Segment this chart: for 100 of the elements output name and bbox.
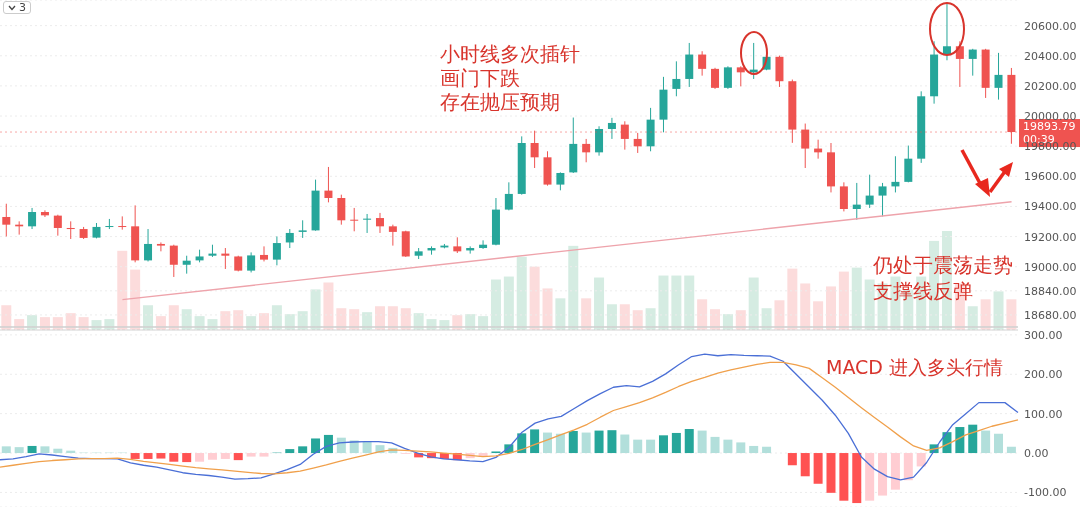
candlestick bbox=[530, 130, 539, 169]
annotation: 支撑线反弹 bbox=[873, 279, 973, 303]
y-tick-label: 19000.00 bbox=[1024, 260, 1077, 274]
candlestick bbox=[169, 244, 178, 278]
annotation: 小时线多次插针 bbox=[440, 42, 580, 66]
candlestick bbox=[620, 120, 629, 151]
bar bbox=[14, 447, 24, 454]
candlestick bbox=[504, 181, 513, 211]
bar bbox=[787, 453, 797, 466]
candlestick bbox=[2, 203, 11, 237]
bar bbox=[620, 434, 630, 454]
y-tick-label: 19400.00 bbox=[1024, 200, 1077, 214]
bar bbox=[1, 446, 11, 454]
candlestick bbox=[711, 67, 720, 90]
bar bbox=[117, 250, 128, 330]
bar bbox=[156, 453, 166, 459]
bar bbox=[607, 430, 617, 454]
candlestick bbox=[350, 207, 359, 232]
bar bbox=[310, 289, 321, 330]
bar bbox=[362, 442, 372, 454]
y-tick-label: 19600.00 bbox=[1024, 170, 1077, 184]
candlestick bbox=[272, 235, 281, 266]
candlestick bbox=[852, 182, 861, 221]
candlestick bbox=[955, 40, 964, 88]
bar bbox=[890, 453, 900, 490]
candlestick bbox=[375, 212, 384, 234]
bar bbox=[130, 269, 141, 330]
bar bbox=[851, 267, 862, 330]
candlestick bbox=[736, 65, 745, 87]
bar bbox=[800, 453, 810, 477]
bar bbox=[323, 434, 333, 454]
bar bbox=[130, 453, 140, 459]
candlestick bbox=[698, 50, 707, 77]
bar bbox=[800, 283, 811, 330]
bar bbox=[633, 439, 643, 454]
bar bbox=[736, 442, 746, 454]
bar bbox=[27, 445, 37, 454]
bar bbox=[529, 266, 540, 330]
bar bbox=[852, 453, 862, 504]
bar bbox=[568, 245, 579, 330]
bar bbox=[259, 453, 269, 457]
bar bbox=[813, 453, 823, 484]
candlestick bbox=[363, 213, 372, 234]
y-tick-label: 20600.00 bbox=[1024, 19, 1077, 33]
bar bbox=[555, 433, 565, 454]
bar bbox=[594, 430, 604, 454]
bar bbox=[207, 453, 217, 460]
candlestick bbox=[723, 65, 732, 90]
bar bbox=[749, 445, 759, 454]
bar bbox=[968, 424, 978, 454]
bar bbox=[490, 279, 501, 330]
annotation: 3 bbox=[19, 1, 26, 14]
bar bbox=[916, 453, 926, 467]
bar bbox=[658, 275, 669, 330]
candlestick bbox=[28, 207, 37, 230]
bar bbox=[684, 429, 694, 454]
bar bbox=[710, 436, 720, 454]
bar bbox=[285, 449, 295, 454]
candlestick bbox=[595, 125, 604, 157]
y-tick-label: -100.00 bbox=[1024, 486, 1067, 500]
candlestick bbox=[337, 194, 346, 226]
candlestick bbox=[942, 3, 951, 61]
bar bbox=[169, 453, 179, 462]
y-tick-label: 100.00 bbox=[1024, 407, 1063, 421]
candlestick bbox=[156, 241, 165, 252]
bar bbox=[246, 453, 256, 457]
candlestick bbox=[260, 245, 269, 262]
candlestick bbox=[285, 228, 294, 249]
bar bbox=[762, 446, 772, 454]
bar bbox=[646, 439, 656, 454]
y-tick-label: 18840.00 bbox=[1024, 284, 1077, 298]
bar bbox=[1006, 446, 1016, 454]
candlestick bbox=[105, 218, 114, 230]
candlestick bbox=[324, 166, 333, 203]
bar bbox=[594, 277, 605, 330]
candlestick bbox=[247, 251, 256, 273]
y-tick-label: 300.00 bbox=[1024, 328, 1063, 342]
candlestick bbox=[53, 214, 62, 237]
bar bbox=[684, 275, 695, 330]
bar bbox=[993, 291, 1004, 330]
bar bbox=[53, 448, 63, 454]
bar bbox=[671, 275, 682, 330]
candlestick bbox=[801, 123, 810, 169]
y-tick-label: 0.00 bbox=[1024, 447, 1049, 461]
annotation: 存在抛压预期 bbox=[440, 90, 560, 114]
bar bbox=[787, 268, 798, 330]
y-tick-label: 18680.00 bbox=[1024, 308, 1077, 322]
bar bbox=[530, 429, 540, 454]
bar bbox=[981, 430, 991, 454]
bar bbox=[543, 432, 552, 454]
bar bbox=[40, 446, 50, 454]
bar bbox=[697, 430, 707, 454]
candlestick bbox=[221, 247, 230, 270]
bar bbox=[748, 277, 759, 330]
candlestick bbox=[144, 228, 153, 262]
candlestick bbox=[865, 174, 874, 209]
candlestick bbox=[633, 132, 642, 154]
bar bbox=[838, 271, 849, 330]
bar bbox=[723, 439, 733, 454]
y-tick-label: 20200.00 bbox=[1024, 79, 1077, 93]
